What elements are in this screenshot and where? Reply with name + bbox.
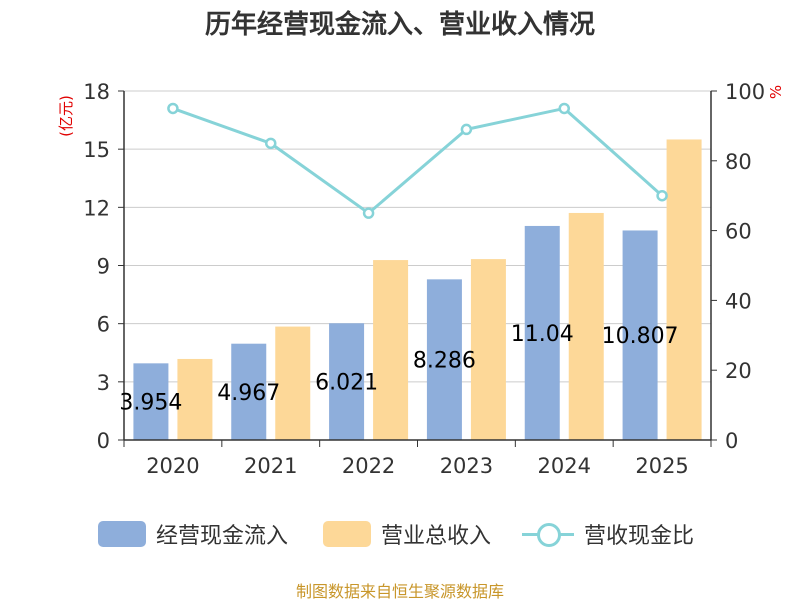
x-tick-label: 2020 — [146, 454, 199, 478]
x-tick-label: 2021 — [244, 454, 297, 478]
data-label-cash-inflow: 8.286 — [413, 349, 476, 374]
ratio-point — [362, 207, 375, 219]
y-left-tick-label: 18 — [83, 80, 110, 104]
y-left-tick-label: 3 — [97, 371, 110, 395]
data-label-cash-inflow: 4.967 — [217, 381, 280, 406]
bar-cash-inflow — [329, 323, 365, 440]
chart-title: 历年经营现金流入、营业收入情况 — [204, 10, 595, 40]
bar-cash-inflow — [622, 230, 658, 440]
legend-item-revenue[interactable]: 营业总收入 — [323, 514, 491, 554]
legend-line-marker-icon — [522, 521, 574, 547]
legend: 经营现金流入 营业总收入 营收现金比 — [0, 514, 800, 554]
y-left-tick-label: 15 — [83, 138, 110, 162]
legend-item-ratio[interactable]: 营收现金比 — [522, 514, 694, 554]
bar-revenue — [666, 139, 702, 440]
y-right-tick-label: 40 — [725, 289, 752, 313]
y-left-tick-label: 0 — [97, 429, 110, 453]
bar-cash-inflow — [426, 279, 462, 440]
data-label-cash-inflow: 10.807 — [602, 324, 679, 349]
bar-cash-inflow — [524, 225, 560, 440]
legend-item-cash-inflow[interactable]: 经营现金流入 — [98, 514, 288, 554]
ratio-point — [265, 137, 277, 150]
ratio-point — [167, 102, 179, 115]
data-label-cash-inflow: 6.021 — [315, 371, 378, 396]
x-tick-label: 2025 — [635, 454, 688, 478]
y-right-tick-label: 100 — [725, 80, 765, 104]
legend-label-revenue: 营业总收入 — [381, 524, 492, 549]
ratio-point — [656, 189, 668, 202]
bar-cash-inflow — [133, 363, 169, 440]
data-label-cash-inflow: 11.04 — [511, 322, 574, 347]
legend-label-cash-inflow: 经营现金流入 — [156, 524, 289, 549]
bar-cash-inflow — [231, 343, 267, 440]
y-right-tick-label: 20 — [725, 359, 752, 383]
source-note: 制图数据来自恒生聚源数据库 — [295, 582, 504, 601]
y-right-unit-label: % — [767, 85, 785, 99]
y-left-tick-label: 12 — [83, 196, 110, 220]
y-left-tick-label: 6 — [97, 313, 110, 337]
x-tick-label: 2022 — [342, 454, 395, 478]
ratio-point — [558, 102, 570, 115]
y-left-tick-label: 9 — [97, 255, 110, 279]
data-label-cash-inflow: 3.954 — [119, 391, 182, 416]
ratio-line — [172, 106, 664, 216]
y-right-tick-label: 60 — [725, 220, 752, 244]
bar-revenue — [470, 259, 506, 440]
y-right-tick-label: 0 — [725, 429, 738, 453]
ratio-point — [460, 123, 473, 136]
legend-swatch-revenue — [323, 521, 371, 547]
legend-label-ratio: 营收现金比 — [584, 524, 695, 549]
bar-revenue — [568, 212, 604, 440]
y-left-unit-label: (亿元) — [57, 95, 75, 137]
x-tick-label: 2024 — [538, 454, 591, 478]
y-right-tick-label: 80 — [725, 150, 752, 174]
bar-revenue — [177, 358, 213, 440]
legend-swatch-cash-inflow — [98, 521, 146, 547]
bar-revenue — [275, 326, 311, 440]
bar-revenue — [373, 260, 409, 440]
x-tick-label: 2023 — [440, 454, 493, 478]
